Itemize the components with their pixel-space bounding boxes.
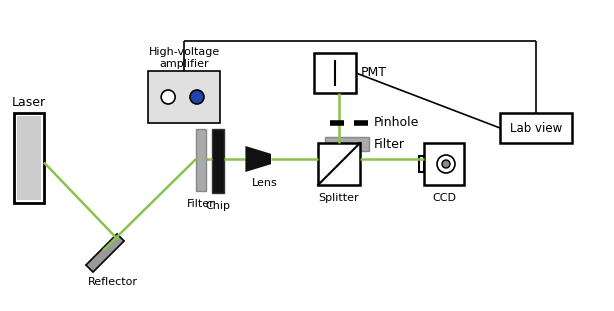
Circle shape [190, 90, 204, 104]
Text: Pinhole: Pinhole [374, 117, 419, 129]
Text: Laser: Laser [12, 96, 46, 109]
Bar [325, 137, 369, 151]
Bar [196, 129, 206, 191]
Circle shape [437, 155, 455, 173]
Text: Filter: Filter [187, 199, 215, 209]
Text: Lab view: Lab view [510, 122, 562, 134]
Polygon shape [86, 234, 124, 272]
Text: PMT: PMT [361, 67, 387, 80]
Bar [314, 53, 356, 93]
Polygon shape [246, 146, 271, 172]
Text: High-voltage
amplifier: High-voltage amplifier [149, 47, 220, 69]
Bar [14, 113, 44, 203]
Bar [148, 71, 220, 123]
Bar [424, 143, 464, 185]
Bar [212, 129, 224, 193]
Text: CCD: CCD [432, 193, 456, 203]
Bar [318, 143, 360, 185]
Circle shape [442, 160, 450, 168]
Text: Splitter: Splitter [319, 193, 359, 203]
Text: Filter: Filter [374, 137, 405, 151]
Bar [17, 116, 41, 200]
Text: Lens: Lens [252, 178, 278, 188]
Bar [419, 156, 424, 172]
Bar [500, 113, 572, 143]
Circle shape [161, 90, 175, 104]
Text: Chip: Chip [206, 201, 230, 211]
Text: Reflector: Reflector [88, 277, 138, 287]
